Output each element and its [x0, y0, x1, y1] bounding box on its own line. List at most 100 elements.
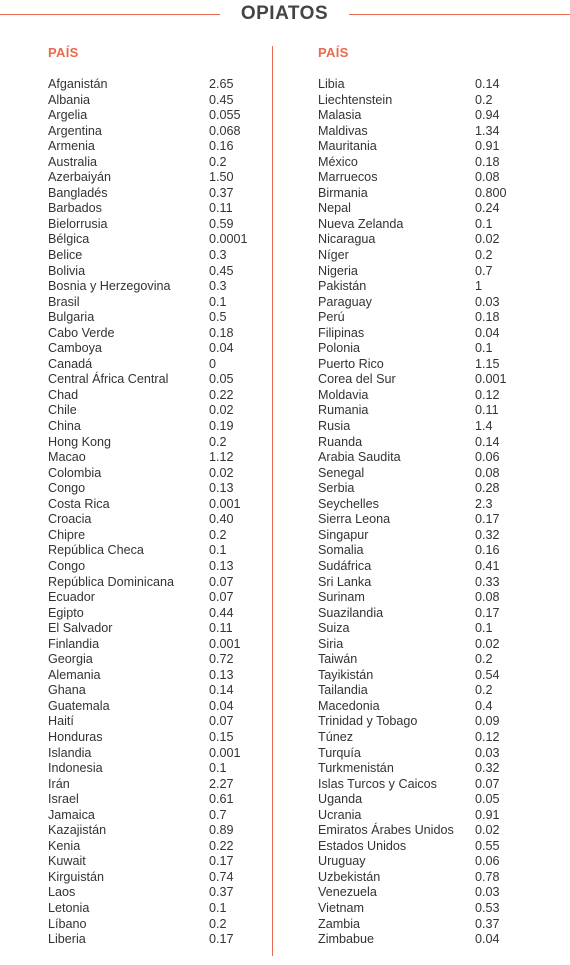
country-name: Tailandia: [318, 683, 368, 699]
country-name: Serbia: [318, 481, 354, 497]
country-value: 0.94: [475, 108, 500, 124]
country-name: Trinidad y Tobago: [318, 714, 417, 730]
country-name: Moldavia: [318, 388, 368, 404]
country-value: 0.55: [475, 839, 500, 855]
country-value: 0.59: [209, 217, 234, 233]
country-name: Uruguay: [318, 854, 366, 870]
country-name: Rusia: [318, 419, 350, 435]
country-name: Suazilandia: [318, 606, 383, 622]
country-name: Puerto Rico: [318, 357, 384, 373]
country-value: 0.001: [209, 637, 241, 653]
country-value: 0.02: [475, 823, 500, 839]
country-value: 0.03: [475, 746, 500, 762]
country-value: 0.1: [209, 761, 227, 777]
country-value: 0.02: [209, 466, 234, 482]
country-value: 0.1: [209, 295, 227, 311]
country-name: Taiwán: [318, 652, 357, 668]
country-value: 0.08: [475, 466, 500, 482]
country-value: 0.05: [209, 372, 234, 388]
country-name: Georgia: [48, 652, 93, 668]
title-rule-left: [0, 14, 220, 15]
country-value: 0.45: [209, 264, 234, 280]
country-value: 0.53: [475, 901, 500, 917]
country-name: Senegal: [318, 466, 364, 482]
country-name: Laos: [48, 885, 75, 901]
country-name: Siria: [318, 637, 343, 653]
country-name: Bangladés: [48, 186, 108, 202]
country-value: 0.14: [475, 77, 500, 93]
country-value: 0.07: [475, 777, 500, 793]
country-name: Macao: [48, 450, 86, 466]
country-name: Jamaica: [48, 808, 95, 824]
country-name: Mauritania: [318, 139, 377, 155]
country-value: 0.02: [475, 637, 500, 653]
country-name: Macedonia: [318, 699, 380, 715]
country-name: República Dominicana: [48, 575, 174, 591]
country-value: 0.0001: [209, 232, 248, 248]
country-name: Chad: [48, 388, 78, 404]
country-name: Bosnia y Herzegovina: [48, 279, 171, 295]
country-value: 0.11: [209, 201, 233, 217]
country-value: 0.7: [209, 808, 227, 824]
country-value: 2.27: [209, 777, 234, 793]
country-name: Azerbaiyán: [48, 170, 111, 186]
country-name: Camboya: [48, 341, 102, 357]
country-name: Estados Unidos: [318, 839, 406, 855]
country-value: 0.4: [475, 699, 493, 715]
country-value: 0.5: [209, 310, 227, 326]
country-value: 0.37: [475, 917, 500, 933]
country-name: Barbados: [48, 201, 102, 217]
country-name: Kuwait: [48, 854, 86, 870]
country-name: Seychelles: [318, 497, 379, 513]
country-value: 1.34: [475, 124, 500, 140]
country-value: 0.02: [209, 403, 234, 419]
country-value: 0.05: [475, 792, 500, 808]
country-name: Indonesia: [48, 761, 103, 777]
country-value: 0.17: [209, 854, 234, 870]
country-name: Alemania: [48, 668, 101, 684]
country-value: 0.91: [475, 139, 500, 155]
country-value: 1.4: [475, 419, 493, 435]
country-value: 0.40: [209, 512, 234, 528]
country-value: 0.001: [475, 372, 507, 388]
country-value: 0.2: [475, 652, 493, 668]
country-value: 0.2: [475, 683, 493, 699]
country-name: Túnez: [318, 730, 353, 746]
country-name: Bielorrusia: [48, 217, 108, 233]
country-name: Liberia: [48, 932, 86, 948]
country-value: 0.800: [475, 186, 507, 202]
country-value: 0.16: [209, 139, 234, 155]
country-name: Kirguistán: [48, 870, 104, 886]
country-value: 0.14: [475, 435, 500, 451]
country-value: 0.07: [209, 714, 234, 730]
country-name: Suiza: [318, 621, 350, 637]
column-divider: [272, 46, 273, 956]
country-value: 0.055: [209, 108, 241, 124]
country-name: Sri Lanka: [318, 575, 371, 591]
country-name: Kazajistán: [48, 823, 106, 839]
country-name: Chile: [48, 403, 77, 419]
country-name: Australia: [48, 155, 97, 171]
country-name: Birmania: [318, 186, 368, 202]
country-name: Corea del Sur: [318, 372, 396, 388]
country-value: 0.08: [475, 590, 500, 606]
country-name: El Salvador: [48, 621, 112, 637]
country-name: Líbano: [48, 917, 87, 933]
country-value: 0.15: [209, 730, 234, 746]
country-name: Paraguay: [318, 295, 372, 311]
country-name: Ghana: [48, 683, 86, 699]
country-name: Israel: [48, 792, 79, 808]
country-name: Emiratos Árabes Unidos: [318, 823, 454, 839]
country-value: 0.12: [475, 730, 500, 746]
country-name: Ucrania: [318, 808, 361, 824]
country-value: 0.89: [209, 823, 234, 839]
country-name: Singapur: [318, 528, 368, 544]
country-value: 0.13: [209, 559, 234, 575]
country-name: Afganistán: [48, 77, 108, 93]
country-value: 0.04: [475, 326, 500, 342]
country-name: Argentina: [48, 124, 102, 140]
country-name: Perú: [318, 310, 345, 326]
country-name: Armenia: [48, 139, 95, 155]
country-value: 0.19: [209, 419, 234, 435]
right-column-header: PAÍS: [318, 45, 349, 60]
